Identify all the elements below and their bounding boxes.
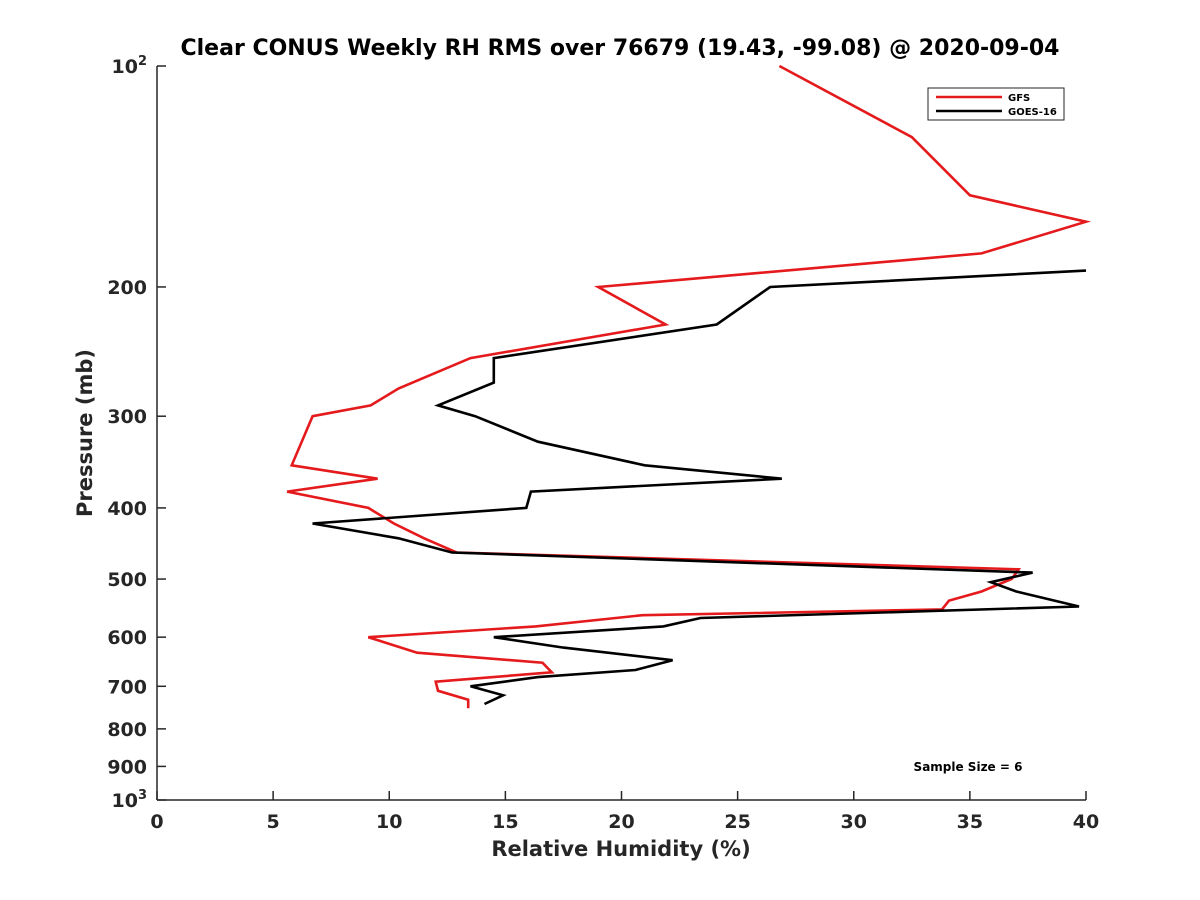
legend: GFS GOES-16: [927, 87, 1065, 121]
legend-label-goes16: GOES-16: [1008, 107, 1057, 118]
x-tick-label: 5: [267, 811, 280, 833]
y-tick-label: 103: [112, 788, 148, 812]
chart-title: Clear CONUS Weekly RH RMS over 76679 (19…: [181, 36, 1060, 61]
x-tick-label: 35: [957, 811, 983, 833]
y-tick-label: 900: [107, 756, 147, 778]
y-tick-exponent: 3: [138, 788, 147, 803]
y-tick-label: 300: [107, 406, 147, 428]
sample-size-annotation: Sample Size = 6: [914, 760, 1023, 774]
series-line-gfs: [286, 64, 1092, 709]
x-axis-label: Relative Humidity (%): [491, 837, 750, 861]
x-tick-label: 0: [150, 811, 163, 833]
y-tick-label: 700: [107, 676, 147, 698]
y-tick-label: 102: [112, 54, 148, 78]
y-tick-label: 400: [107, 498, 147, 520]
y-tick-base: 10: [112, 790, 138, 812]
y-axis-label: Pressure (mb): [73, 349, 97, 517]
y-tick-label: 800: [107, 719, 147, 741]
y-tick-exponent: 2: [138, 54, 147, 69]
x-tick-label: 25: [724, 811, 750, 833]
legend-box: [927, 87, 1065, 121]
series-line-goes16: [312, 269, 1087, 706]
x-tick-label: 30: [841, 811, 867, 833]
x-tick-label: 10: [376, 811, 402, 833]
x-tick-label: 15: [492, 811, 518, 833]
series-lines: [286, 64, 1092, 709]
y-tick-label: 200: [107, 277, 147, 299]
x-ticks: 0 5 10 15 20 25 30 35 40: [150, 791, 1099, 833]
x-tick-label: 20: [608, 811, 634, 833]
y-tick-label: 600: [107, 627, 147, 649]
y-tick-base: 10: [112, 56, 138, 78]
y-tick-label: 500: [107, 569, 147, 591]
x-tick-label: 40: [1073, 811, 1099, 833]
legend-label-gfs: GFS: [1008, 93, 1030, 104]
